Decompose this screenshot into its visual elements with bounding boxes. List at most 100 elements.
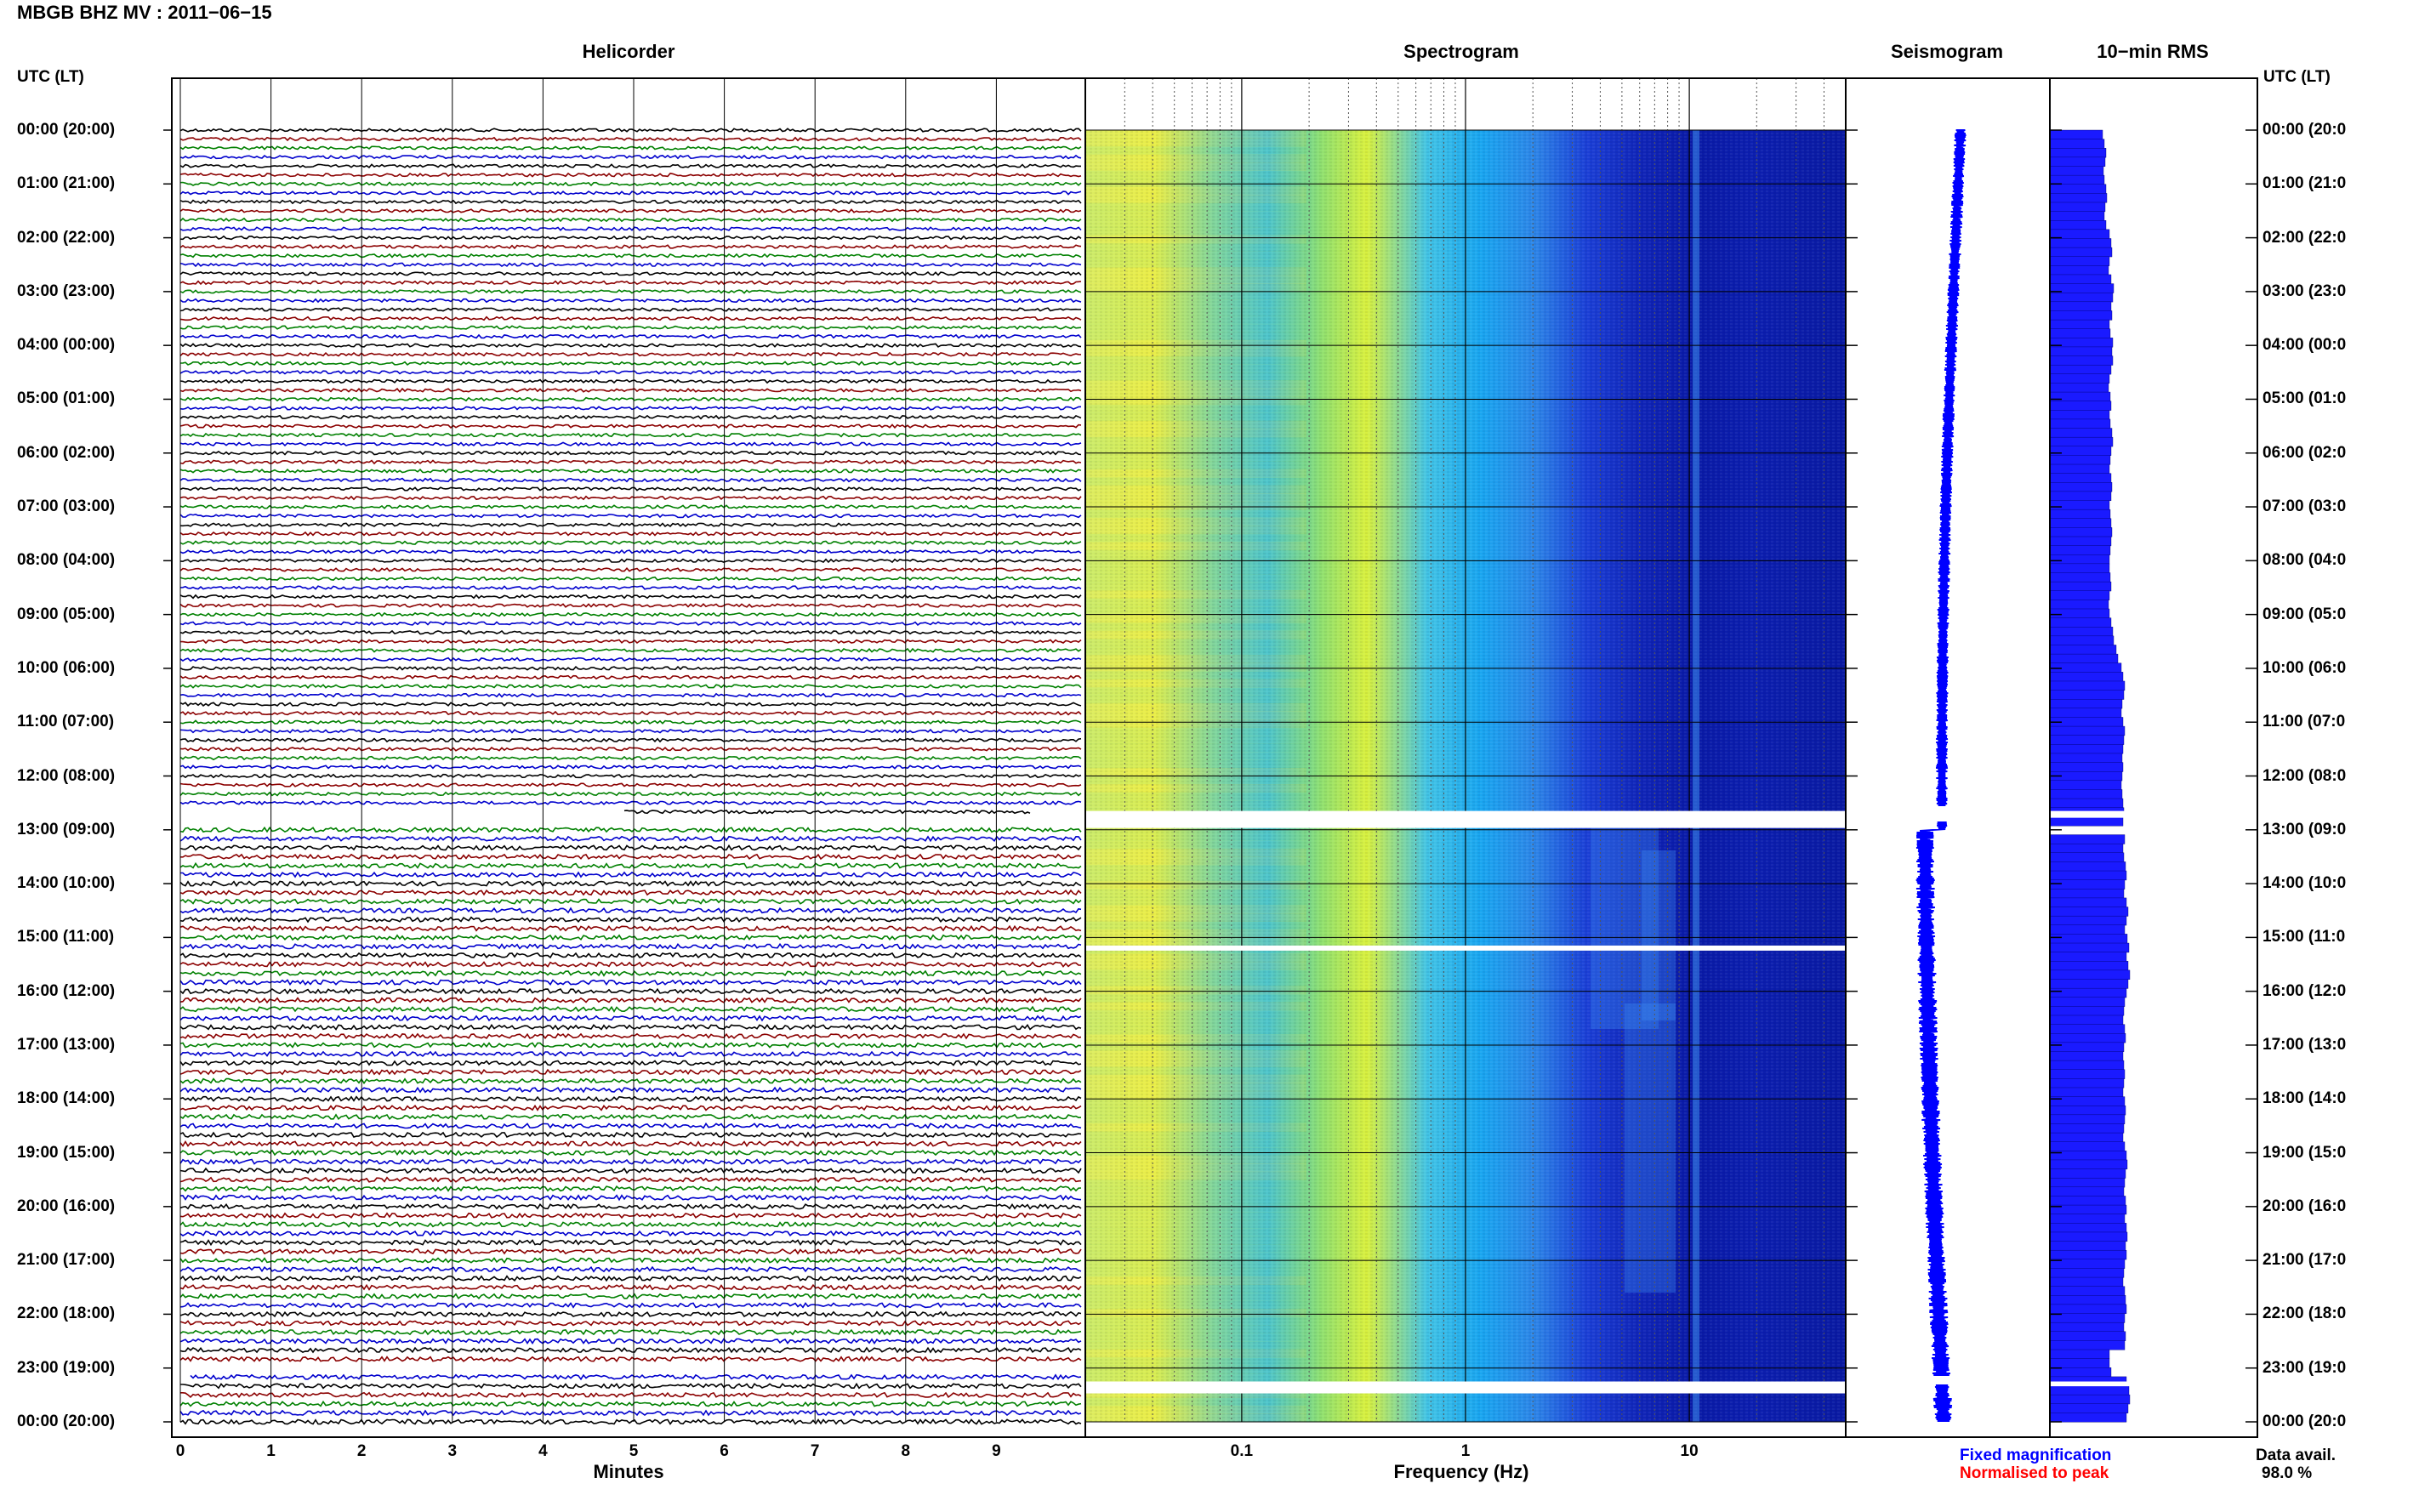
rms-bar bbox=[2049, 211, 2105, 221]
rms-bar bbox=[2049, 428, 2113, 438]
helicorder-trace bbox=[179, 1077, 1082, 1085]
helicorder-trace bbox=[179, 934, 1082, 941]
rms-bar bbox=[2049, 527, 2113, 537]
helicorder-traces bbox=[179, 128, 1082, 1425]
helicorder-trace bbox=[179, 861, 1082, 869]
rms-bar bbox=[2049, 184, 2107, 194]
minute-tick: 5 bbox=[629, 1442, 639, 1460]
helicorder-trace bbox=[179, 1167, 1082, 1174]
rms-bar bbox=[2049, 952, 2127, 962]
helicorder-trace bbox=[179, 880, 1082, 888]
rms-bar bbox=[2049, 1223, 2127, 1233]
rms-bar bbox=[2049, 1168, 2126, 1179]
helicorder-trace bbox=[179, 217, 1082, 223]
helicorder-trace bbox=[179, 1239, 1082, 1247]
right-time-tick: 02:00 (22:0 bbox=[2262, 228, 2347, 247]
helicorder-trace bbox=[179, 1265, 1082, 1273]
left-time-tick: 22:00 (18:00) bbox=[17, 1305, 116, 1323]
data-gap bbox=[2051, 810, 2257, 818]
rms-bar bbox=[2049, 789, 2123, 799]
right-time-tick: 19:00 (15:0 bbox=[2262, 1143, 2347, 1162]
right-time-tick: 05:00 (01:0 bbox=[2262, 389, 2347, 408]
helicorder-trace bbox=[179, 1257, 1082, 1265]
helicorder-trace bbox=[179, 1032, 1082, 1040]
helicorder-trace bbox=[179, 477, 1082, 483]
helicorder-trace bbox=[179, 208, 1082, 213]
rms-panel-title: 10−min RMS bbox=[2097, 41, 2209, 62]
helicorder-trace bbox=[179, 629, 1082, 635]
rms-bar bbox=[2049, 509, 2111, 520]
rms-bar bbox=[2049, 1141, 2126, 1151]
helicorder-trace bbox=[179, 647, 1082, 653]
rms-bar bbox=[2049, 1051, 2124, 1061]
rms-bar bbox=[2049, 1295, 2126, 1305]
left-time-tick: 11:00 (07:00) bbox=[17, 713, 115, 731]
right-time-tick: 23:00 (19:0 bbox=[2262, 1358, 2347, 1377]
helicorder-trace bbox=[179, 558, 1082, 564]
helicorder-trace bbox=[179, 1050, 1082, 1058]
rms-bar bbox=[2049, 725, 2126, 736]
helicorder-trace bbox=[179, 898, 1082, 905]
helicorder-trace bbox=[179, 136, 1082, 142]
rms-bar bbox=[2049, 753, 2123, 764]
right-time-tick: 14:00 (10:0 bbox=[2262, 874, 2347, 893]
left-time-tick: 05:00 (01:00) bbox=[17, 389, 116, 408]
helicorder-trace bbox=[179, 307, 1082, 312]
left-time-tick: 13:00 (09:00) bbox=[17, 820, 116, 838]
helicorder-trace bbox=[179, 333, 1082, 339]
helicorder-trace bbox=[190, 1373, 1082, 1381]
rms-bar bbox=[2049, 238, 2112, 248]
rms-bar bbox=[2049, 617, 2112, 628]
helicorder-trace bbox=[179, 513, 1082, 519]
rms-bar bbox=[2049, 491, 2112, 502]
rms-bar bbox=[2049, 265, 2109, 276]
helicorder-trace bbox=[179, 504, 1082, 509]
rms-bar bbox=[2049, 1394, 2131, 1405]
helicorder-trace bbox=[179, 1131, 1082, 1139]
rms-bar bbox=[2049, 473, 2112, 483]
right-time-tick: 15:00 (11:0 bbox=[2262, 928, 2346, 946]
helicorder-trace bbox=[179, 406, 1082, 411]
rms-bar bbox=[2049, 653, 2119, 664]
left-time-tick: 16:00 (12:00) bbox=[17, 981, 116, 1000]
helicorder-trace bbox=[179, 1104, 1082, 1111]
rms-bar bbox=[2049, 1385, 2130, 1395]
helicorder-trace bbox=[180, 871, 1082, 878]
right-time-tick: 00:00 (20:0 bbox=[2262, 121, 2347, 139]
right-time-tick: 21:00 (17:0 bbox=[2262, 1251, 2347, 1270]
rms-bar bbox=[2049, 1241, 2126, 1251]
rms-bar bbox=[2049, 1268, 2125, 1278]
helicorder-trace bbox=[179, 1060, 1082, 1066]
left-time-tick: 15:00 (11:00) bbox=[17, 928, 115, 946]
rms-bar bbox=[2049, 1331, 2126, 1341]
helicorder-trace bbox=[179, 1176, 1082, 1184]
helicorder-trace bbox=[179, 728, 1082, 734]
left-time-tick: 19:00 (15:00) bbox=[17, 1143, 116, 1162]
rms-bar bbox=[2049, 1132, 2124, 1143]
rms-bar bbox=[2049, 997, 2126, 1007]
helicorder-trace bbox=[179, 163, 1081, 168]
helicorder-panel-title: Helicorder bbox=[582, 41, 675, 62]
rms-bar bbox=[2049, 1096, 2126, 1106]
helicorder-trace bbox=[179, 1400, 1082, 1407]
rms-bar bbox=[2049, 699, 2123, 709]
helicorder-trace bbox=[179, 621, 1082, 626]
rms-bar bbox=[2049, 1186, 2125, 1197]
helicorder-trace bbox=[179, 924, 1082, 932]
left-time-tick: 23:00 (19:00) bbox=[17, 1358, 116, 1377]
helicorder-trace bbox=[179, 1095, 1082, 1103]
rms-bar bbox=[2049, 690, 2125, 700]
rms-bar bbox=[2049, 500, 2110, 510]
rms-bar bbox=[2049, 1276, 2124, 1287]
helicorder-trace bbox=[179, 1346, 1082, 1354]
right-time-tick: 04:00 (00:0 bbox=[2262, 336, 2347, 355]
helicorder-trace bbox=[179, 486, 1082, 492]
rms-bar bbox=[2049, 1196, 2126, 1206]
rms-bar bbox=[2049, 780, 2122, 790]
helicorder-trace bbox=[179, 1221, 1082, 1228]
rms-bar bbox=[2049, 1123, 2125, 1134]
rms-bar bbox=[2049, 672, 2124, 682]
helicorder-trace bbox=[179, 907, 1082, 914]
left-time-tick: 00:00 (20:00) bbox=[17, 1413, 116, 1430]
